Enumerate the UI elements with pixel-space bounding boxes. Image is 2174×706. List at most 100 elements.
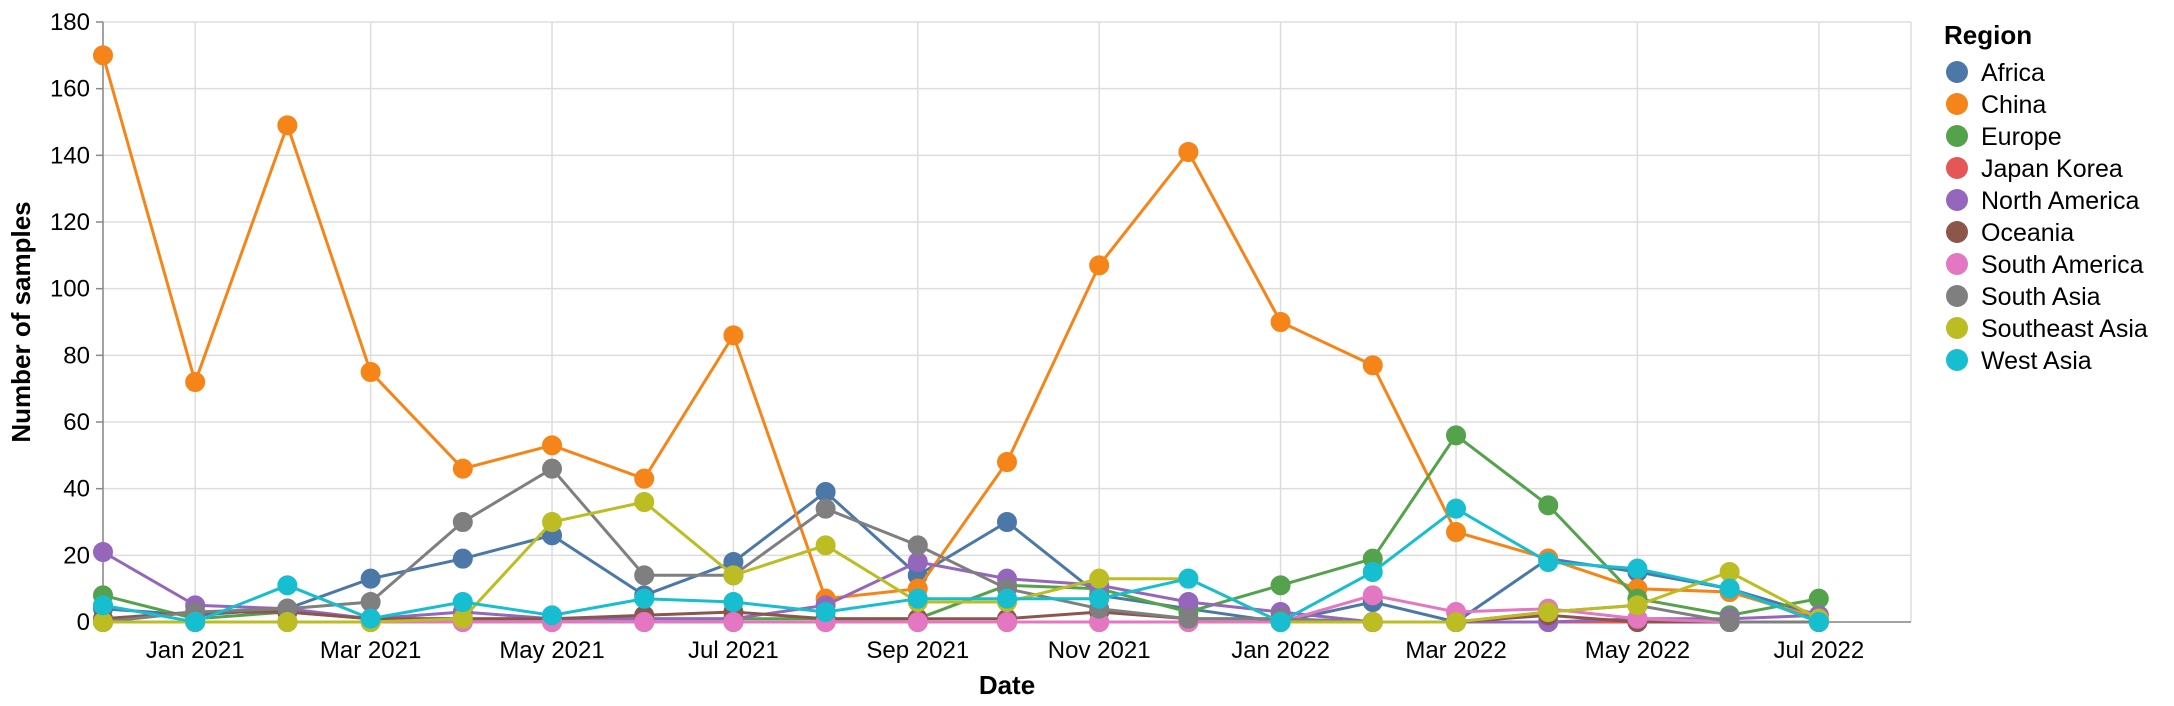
data-point[interactable] [1538, 495, 1559, 516]
data-point[interactable] [542, 605, 563, 626]
legend-item[interactable]: Southeast Asia [1946, 315, 2148, 343]
data-point[interactable] [93, 595, 113, 616]
data-point[interactable] [1089, 255, 1110, 276]
legend-label: China [1981, 91, 2046, 119]
data-point[interactable] [1270, 575, 1291, 596]
data-point[interactable] [1808, 588, 1829, 609]
data-point[interactable] [634, 492, 655, 512]
data-point[interactable] [277, 115, 298, 136]
data-point[interactable] [1270, 312, 1291, 332]
data-point[interactable] [360, 608, 381, 629]
data-point[interactable] [542, 458, 563, 479]
data-point[interactable] [542, 435, 563, 456]
data-point[interactable] [634, 468, 655, 489]
data-point[interactable] [723, 325, 744, 346]
data-point[interactable] [277, 612, 298, 632]
y-axis-ticks: 0 20 40 60 80 100 120 140 160 180 [50, 9, 104, 636]
data-point[interactable] [1446, 498, 1467, 519]
data-point[interactable] [1719, 612, 1740, 632]
y-tick-label: 60 [63, 409, 90, 436]
data-point[interactable] [723, 565, 744, 586]
data-point[interactable] [634, 588, 655, 609]
data-point[interactable] [452, 458, 473, 479]
legend-item[interactable]: West Asia [1946, 347, 2092, 375]
y-tick-label: 80 [63, 342, 90, 369]
data-point[interactable] [1538, 602, 1559, 622]
x-tick-label: Sep 2021 [866, 637, 969, 664]
data-point[interactable] [1362, 612, 1383, 632]
data-point[interactable] [997, 612, 1017, 632]
data-point[interactable] [1719, 578, 1740, 599]
data-point[interactable] [1446, 612, 1467, 632]
legend-label: South America [1981, 251, 2144, 279]
legend-item[interactable]: Africa [1946, 59, 2045, 87]
data-point[interactable] [997, 512, 1017, 532]
data-point[interactable] [93, 612, 113, 632]
legend-item[interactable]: North America [1946, 187, 2139, 215]
data-point[interactable] [452, 512, 473, 532]
legend-item[interactable]: Europe [1946, 123, 2062, 151]
data-point[interactable] [1808, 612, 1829, 632]
data-point[interactable] [277, 575, 298, 596]
data-point[interactable] [815, 535, 836, 556]
data-point[interactable] [1627, 595, 1648, 616]
data-point[interactable] [1178, 592, 1199, 612]
data-point[interactable] [452, 548, 473, 569]
data-point[interactable] [93, 542, 113, 562]
data-point[interactable] [815, 602, 836, 622]
data-point[interactable] [185, 372, 206, 392]
data-point[interactable] [452, 608, 473, 629]
data-point[interactable] [815, 482, 836, 502]
data-point[interactable] [907, 612, 928, 632]
legend-item[interactable]: Oceania [1946, 219, 2074, 247]
data-point[interactable] [1178, 142, 1199, 162]
legend-swatch [1946, 317, 1968, 339]
data-point[interactable] [360, 568, 381, 589]
legend-label: Southeast Asia [1981, 315, 2148, 343]
series-line [102, 490, 1820, 624]
data-point[interactable] [907, 552, 928, 572]
x-tick-label: Mar 2021 [320, 637, 421, 664]
data-point[interactable] [1362, 562, 1383, 582]
data-point[interactable] [185, 612, 206, 632]
series-oceania [93, 602, 1829, 632]
x-tick-label: Jan 2022 [1231, 637, 1330, 664]
legend-label: Oceania [1981, 219, 2074, 247]
data-point[interactable] [907, 588, 928, 609]
data-point[interactable] [1446, 522, 1467, 542]
data-point[interactable] [1178, 608, 1199, 629]
data-point[interactable] [1178, 568, 1199, 589]
data-point[interactable] [1719, 562, 1740, 582]
data-point[interactable] [1362, 585, 1383, 606]
legend-item[interactable]: China [1946, 91, 2046, 119]
data-point[interactable] [723, 592, 744, 612]
data-point[interactable] [815, 498, 836, 519]
data-point[interactable] [634, 612, 655, 632]
series-line [102, 610, 1819, 624]
x-tick-label: May 2022 [1585, 637, 1690, 664]
data-point[interactable] [634, 565, 655, 586]
legend-item[interactable]: South Asia [1946, 283, 2101, 311]
data-point[interactable] [997, 588, 1017, 609]
series-china [93, 45, 1829, 629]
data-point[interactable] [1089, 568, 1110, 589]
data-point[interactable] [360, 592, 381, 612]
legend-item[interactable]: Japan Korea [1946, 155, 2123, 183]
data-point[interactable] [452, 592, 473, 612]
data-point[interactable] [907, 535, 928, 556]
data-point[interactable] [997, 452, 1017, 472]
data-point[interactable] [93, 45, 113, 66]
data-point[interactable] [1270, 612, 1291, 632]
legend-item[interactable]: South America [1946, 251, 2144, 279]
data-point[interactable] [723, 612, 744, 632]
data-point[interactable] [1089, 588, 1110, 609]
y-tick-label: 160 [50, 76, 90, 103]
y-axis-title: Number of samples [6, 201, 36, 442]
data-point[interactable] [1627, 558, 1648, 579]
data-point[interactable] [542, 512, 563, 532]
data-point[interactable] [360, 362, 381, 382]
series-south-america [93, 585, 1829, 632]
data-point[interactable] [1446, 425, 1467, 446]
data-point[interactable] [1362, 355, 1383, 376]
data-point[interactable] [1538, 552, 1559, 572]
